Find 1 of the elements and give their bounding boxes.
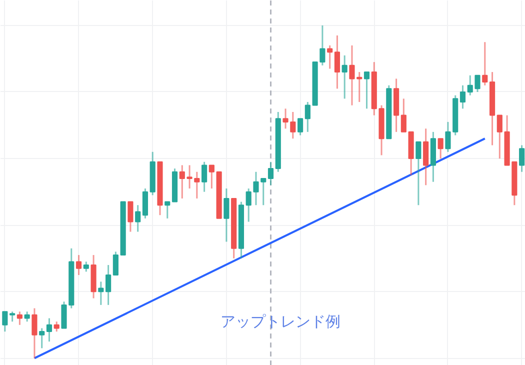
annotation: アップトレンド例	[220, 312, 340, 330]
